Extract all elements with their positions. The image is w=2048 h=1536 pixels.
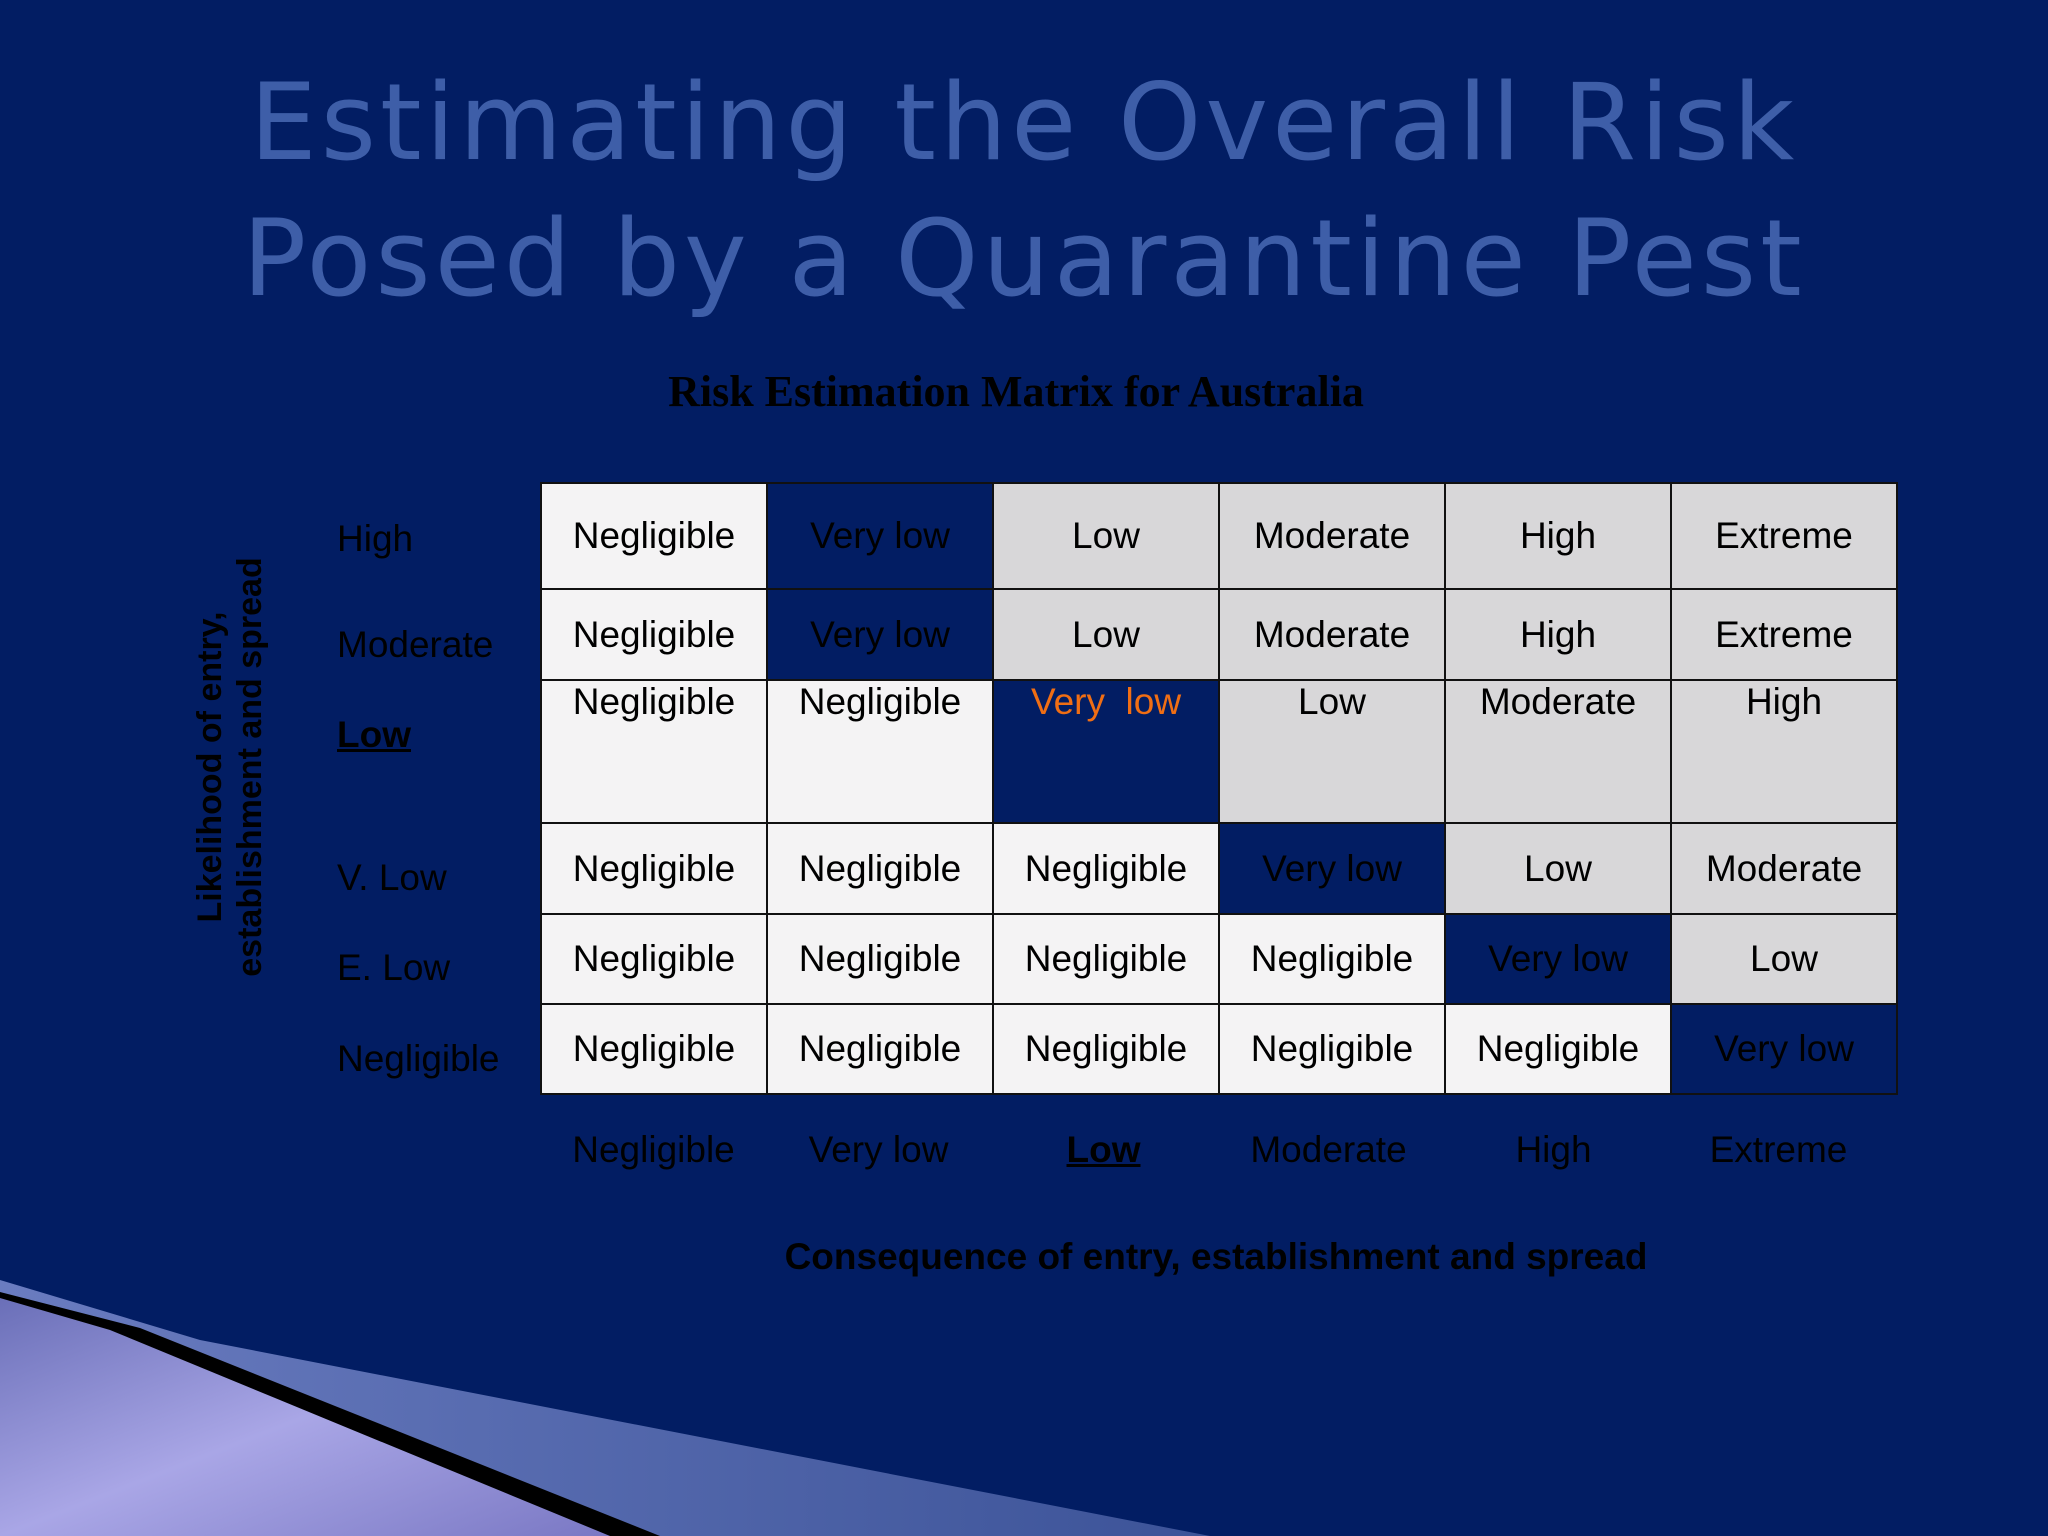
matrix-cell: Negligible xyxy=(1444,1003,1672,1095)
matrix-cell: Moderate xyxy=(1670,822,1898,915)
matrix-cell: Very low xyxy=(766,482,994,590)
matrix-cell: Low xyxy=(992,482,1220,590)
matrix-cell: Negligible xyxy=(992,1003,1220,1095)
matrix-cell: Negligible xyxy=(540,679,768,824)
row-label-moderate: Moderate xyxy=(337,624,494,665)
matrix-row-high: Negligible Very low Low Moderate High Ex… xyxy=(540,482,1898,590)
matrix-cell: Negligible xyxy=(540,482,768,590)
matrix-cell: Very low xyxy=(766,588,994,681)
slide-title-line-2: Posed by a Quarantine Pest xyxy=(242,197,1806,320)
matrix-cell-highlighted: Very low xyxy=(992,679,1220,824)
matrix-cell: Negligible xyxy=(992,913,1220,1005)
matrix-row-v-low: Negligible Negligible Negligible Very lo… xyxy=(540,822,1898,915)
row-label-low: Low xyxy=(337,714,411,755)
row-label-negligible: Negligible xyxy=(337,1038,500,1079)
matrix-cell: Negligible xyxy=(540,913,768,1005)
row-label-e-low: E. Low xyxy=(337,947,451,988)
matrix-cell: Very low xyxy=(1444,913,1672,1005)
swoosh-band-lavender xyxy=(0,1298,610,1536)
col-label-extreme: Extreme xyxy=(1709,1129,1848,1170)
matrix-title: Risk Estimation Matrix for Australia xyxy=(668,367,1364,416)
matrix-cell: Very low xyxy=(1670,1003,1898,1095)
matrix-cell: Low xyxy=(1218,679,1446,824)
matrix-cell: Negligible xyxy=(766,1003,994,1095)
matrix-cell: Low xyxy=(1444,822,1672,915)
matrix-cell: High xyxy=(1670,679,1898,824)
matrix-cell: Moderate xyxy=(1444,679,1672,824)
matrix-cell: Negligible xyxy=(766,822,994,915)
col-label-moderate: Moderate xyxy=(1250,1129,1407,1170)
matrix-row-e-low: Negligible Negligible Negligible Negligi… xyxy=(540,913,1898,1005)
row-label-high: High xyxy=(337,518,414,559)
matrix-cell: Negligible xyxy=(1218,1003,1446,1095)
matrix-row-low: Negligible Negligible Very low Low Moder… xyxy=(540,679,1898,824)
matrix-cell: Extreme xyxy=(1670,482,1898,590)
matrix-cell: Negligible xyxy=(766,913,994,1005)
matrix-cell: Low xyxy=(1670,913,1898,1005)
col-label-negligible: Negligible xyxy=(572,1129,735,1170)
matrix-cell: Negligible xyxy=(540,1003,768,1095)
risk-matrix: Negligible Very low Low Moderate High Ex… xyxy=(540,482,1898,1095)
col-label-very-low: Very low xyxy=(808,1129,949,1170)
y-axis-label-line-2: establishment and spread xyxy=(231,557,269,977)
slide-title-line-1: Estimating the Overall Risk xyxy=(249,61,1799,184)
matrix-cell: Moderate xyxy=(1218,588,1446,681)
y-axis-label-line-1: Likelihood of entry, xyxy=(191,611,229,923)
col-label-high: High xyxy=(1515,1129,1592,1170)
matrix-cell: High xyxy=(1444,588,1672,681)
matrix-cell: Negligible xyxy=(766,679,994,824)
matrix-cell: Negligible xyxy=(992,822,1220,915)
slide-title: Estimating the Overall Risk Posed by a Q… xyxy=(0,55,2048,327)
matrix-cell: Extreme xyxy=(1670,588,1898,681)
col-label-low: Low xyxy=(1066,1129,1141,1170)
matrix-row-negligible: Negligible Negligible Negligible Negligi… xyxy=(540,1003,1898,1095)
matrix-row-moderate: Negligible Very low Low Moderate High Ex… xyxy=(540,588,1898,681)
matrix-cell: Negligible xyxy=(540,588,768,681)
row-label-v-low: V. Low xyxy=(337,857,447,898)
decorative-swoosh xyxy=(0,1280,1210,1536)
matrix-cell: Very low xyxy=(1218,822,1446,915)
matrix-cell: Negligible xyxy=(540,822,768,915)
matrix-cell: Moderate xyxy=(1218,482,1446,590)
x-axis-label: Consequence of entry, establishment and … xyxy=(784,1236,1648,1277)
matrix-cell: Negligible xyxy=(1218,913,1446,1005)
matrix-cell: High xyxy=(1444,482,1672,590)
matrix-cell: Low xyxy=(992,588,1220,681)
